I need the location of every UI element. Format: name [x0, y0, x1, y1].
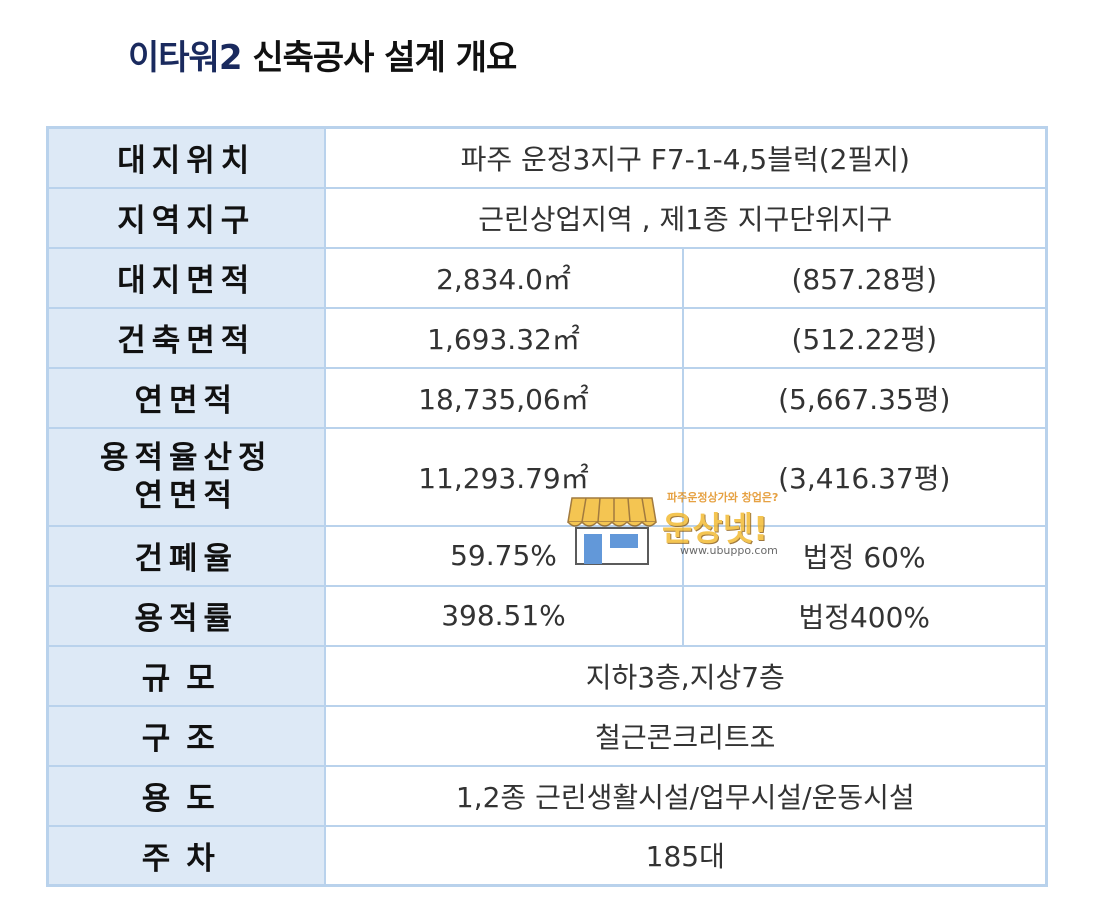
table-row: 대지위치 파주 운정3지구 F7-1-4,5블럭(2필지) — [46, 126, 1048, 189]
table-row: 대지면적 2,834.0㎡ (857.28평) — [46, 246, 1048, 309]
row-label-coverage-ratio: 건폐율 — [46, 524, 326, 587]
row-value-total-floor-area-sqm: 18,735,06㎡ — [323, 366, 684, 429]
table-row: 용적률 398.51% 법정400% — [46, 584, 1048, 647]
row-label-line: 연면적 — [134, 477, 239, 514]
row-label-building-area: 건축면적 — [46, 306, 326, 369]
table-row: 주차 185대 — [46, 824, 1048, 887]
row-value-site-location: 파주 운정3지구 F7-1-4,5블럭(2필지) — [323, 126, 1048, 189]
table-row: 규모 지하3층,지상7층 — [46, 644, 1048, 707]
table-row: 연면적 18,735,06㎡ (5,667.35평) — [46, 366, 1048, 429]
row-value-parking: 185대 — [323, 824, 1048, 887]
row-value-zoning: 근린상업지역 , 제1종 지구단위지구 — [323, 186, 1048, 249]
row-value-scale: 지하3층,지상7층 — [323, 644, 1048, 707]
title-text: 신축공사 설계 개요 — [252, 38, 517, 78]
row-value-building-area-sqm: 1,693.32㎡ — [323, 306, 684, 369]
row-value-structure: 철근콘크리트조 — [323, 704, 1048, 767]
table-row: 용도 1,2종 근린생활시설/업무시설/운동시설 — [46, 764, 1048, 827]
row-label-structure: 구조 — [46, 704, 326, 767]
row-value-coverage-ratio: 59.75% — [323, 524, 684, 587]
row-value-use: 1,2종 근린생활시설/업무시설/운동시설 — [323, 764, 1048, 827]
row-label-floor-area-ratio: 용적률 — [46, 584, 326, 647]
table-row: 건축면적 1,693.32㎡ (512.22평) — [46, 306, 1048, 369]
row-value-far-floor-area-pyeong: (3,416.37평) — [681, 426, 1048, 527]
row-value-floor-area-ratio: 398.51% — [323, 584, 684, 647]
row-label-use: 용도 — [46, 764, 326, 827]
row-value-building-area-pyeong: (512.22평) — [681, 306, 1048, 369]
table-row: 건폐율 59.75% 법정 60% — [46, 524, 1048, 587]
row-value-far-floor-area-sqm: 11,293.79㎡ — [323, 426, 684, 527]
row-value-floor-area-ratio-legal: 법정400% — [681, 584, 1048, 647]
row-value-coverage-ratio-legal: 법정 60% — [681, 524, 1048, 587]
row-value-total-floor-area-pyeong: (5,667.35평) — [681, 366, 1048, 429]
table-row: 용적율산정 연면적 11,293.79㎡ (3,416.37평) — [46, 426, 1048, 527]
title-brand: 이타워2 — [128, 38, 242, 78]
row-label-scale: 규모 — [46, 644, 326, 707]
row-label-far-floor-area: 용적율산정 연면적 — [46, 426, 326, 527]
table-row: 지역지구 근린상업지역 , 제1종 지구단위지구 — [46, 186, 1048, 249]
row-value-site-area-sqm: 2,834.0㎡ — [323, 246, 684, 309]
table-row: 구조 철근콘크리트조 — [46, 704, 1048, 767]
row-label-parking: 주차 — [46, 824, 326, 887]
row-label-total-floor-area: 연면적 — [46, 366, 326, 429]
row-label-zoning: 지역지구 — [46, 186, 326, 249]
row-value-site-area-pyeong: (857.28평) — [681, 246, 1048, 309]
row-label-site-location: 대지위치 — [46, 126, 326, 189]
row-label-site-area: 대지면적 — [46, 246, 326, 309]
row-label-line: 용적율산정 — [99, 439, 273, 476]
design-overview-table: 대지위치 파주 운정3지구 F7-1-4,5블럭(2필지) 지역지구 근린상업지… — [46, 126, 1049, 887]
page-title: 이타워2 신축공사 설계 개요 — [128, 30, 517, 79]
